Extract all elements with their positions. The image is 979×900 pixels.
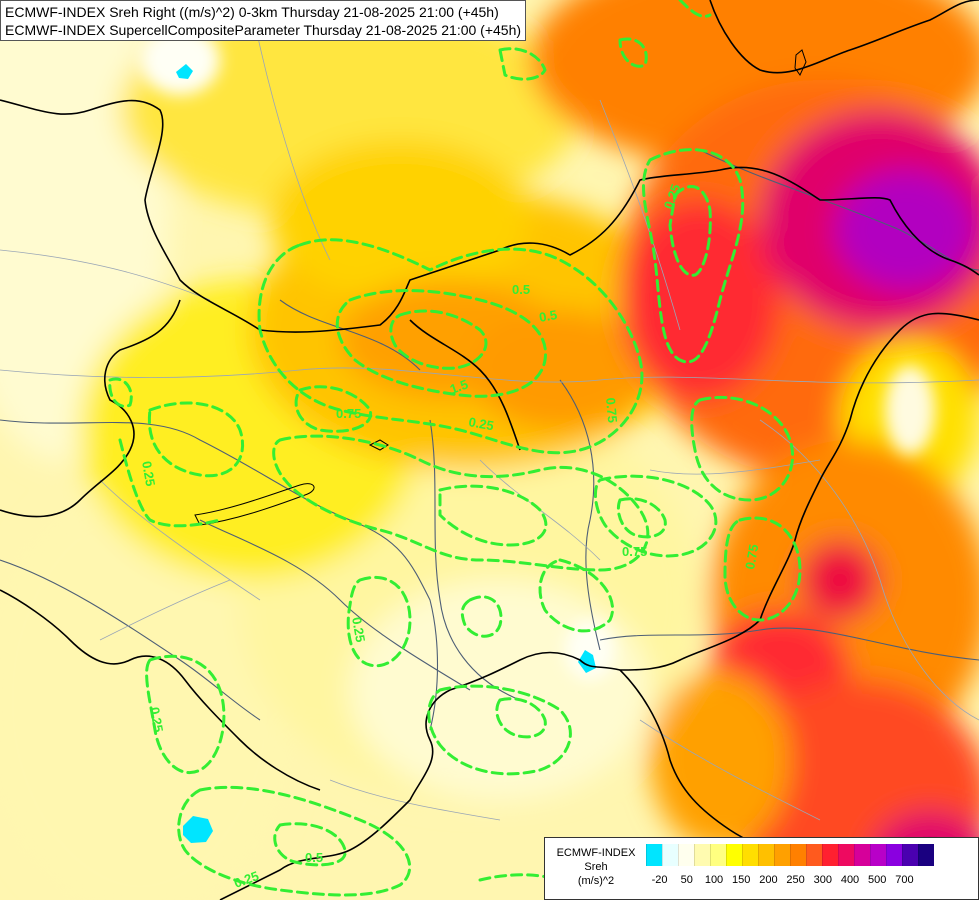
legend-tick-label: 500 <box>868 874 887 886</box>
legend-ticks: -20 50 100 150 200 250 300 400 500 700 <box>646 874 970 890</box>
contour-label: 0.25 <box>139 460 158 488</box>
contour-label: 0.75 <box>603 397 620 424</box>
legend-tick-label: 700 <box>895 874 914 886</box>
color-legend: ECMWF-INDEX Sreh (m/s)^2 -20 50 100 150 200 2… <box>544 837 979 900</box>
negative-helicity-patch <box>176 64 193 79</box>
legend-swatch <box>710 844 726 866</box>
contour-label: 0.5 <box>538 307 558 325</box>
legend-tick-label: -20 <box>651 874 668 886</box>
legend-swatch <box>838 844 854 866</box>
legend-tick-label: 50 <box>680 874 693 886</box>
legend-tick-label: 300 <box>813 874 832 886</box>
legend-swatch <box>662 844 678 866</box>
legend-swatch <box>854 844 870 866</box>
legend-swatch <box>774 844 790 866</box>
legend-swatch <box>822 844 838 866</box>
legend-swatch <box>886 844 902 866</box>
legend-tick-label: 250 <box>786 874 805 886</box>
legend-swatch <box>742 844 758 866</box>
legend-tick-label: 400 <box>840 874 860 886</box>
contour-label: 0.25 <box>349 616 368 644</box>
contour-label: 0.5 <box>512 282 530 297</box>
sreh-lows <box>140 25 935 680</box>
scp-contours <box>108 0 802 897</box>
contour-label: 0.75 <box>622 544 647 559</box>
legend-swatch <box>758 844 774 866</box>
negative-helicity-patch <box>578 650 596 673</box>
contour-label: 0.25 <box>147 706 166 734</box>
contour-label: 0.75 <box>742 543 761 571</box>
legend-swatch <box>678 844 694 866</box>
contour-label: 0.75 <box>336 406 361 421</box>
legend-swatch <box>646 844 662 866</box>
legend-swatch <box>806 844 822 866</box>
legend-colorbar <box>646 844 934 866</box>
legend-title: ECMWF-INDEX Sreh (m/s)^2 <box>549 846 643 888</box>
legend-swatch <box>726 844 742 866</box>
region-boundaries <box>0 0 979 821</box>
lakes <box>194 49 807 526</box>
contour-label: 0.25 <box>467 414 495 433</box>
legend-tick-label: 100 <box>704 874 724 886</box>
legend-tick-label: 150 <box>732 874 751 886</box>
legend-swatch <box>870 844 886 866</box>
contour-label: 1.5 <box>448 377 470 397</box>
legend-swatch <box>694 844 710 866</box>
negative-helicity-patch <box>183 816 213 843</box>
legend-title-line: (m/s)^2 <box>577 875 615 887</box>
map-title-scp: ECMWF-INDEX SupercellCompositeParameter … <box>5 22 522 38</box>
legend-title-line: Sreh <box>584 861 608 873</box>
legend-title-line: ECMWF-INDEX <box>556 847 636 859</box>
legend-swatch <box>918 844 934 866</box>
legend-tick-label: 200 <box>759 874 778 886</box>
contour-label: 0.5 <box>305 850 323 865</box>
map-title-box: ECMWF-INDEX Sreh Right ((m/s)^2) 0-3km T… <box>0 0 527 41</box>
legend-swatch <box>790 844 806 866</box>
legend-swatch <box>902 844 918 866</box>
map-title-sreh: ECMWF-INDEX Sreh Right ((m/s)^2) 0-3km T… <box>5 4 499 20</box>
